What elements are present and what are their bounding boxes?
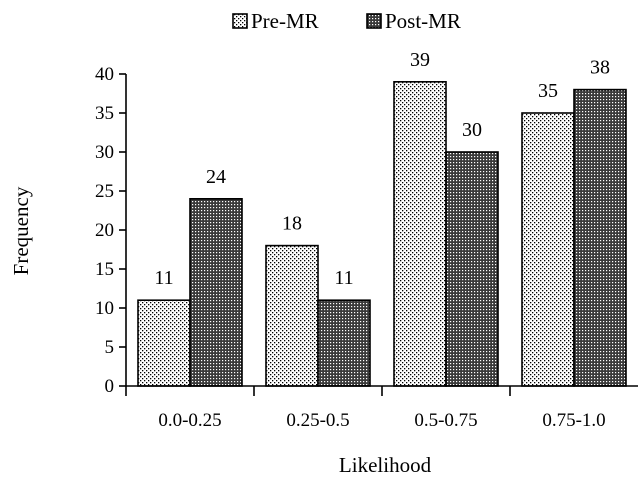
y-tick-label-20: 20: [95, 220, 114, 241]
data-label-post-mr-0-25-0-5: 11: [334, 267, 353, 289]
bar-post-mr-0-5-0-75: [445, 151, 499, 387]
data-label-post-mr-0-5-0-75: 30: [462, 119, 482, 141]
data-label-post-mr-0-75-1-0: 38: [590, 57, 610, 79]
bar-pre-mr-0-5-0-75: [393, 81, 447, 387]
bar-pre-mr-0-25-0-5: [265, 244, 319, 387]
legend: Pre-MR Post-MR: [232, 9, 461, 33]
data-label-pre-mr-0-5-0-75: 39: [410, 49, 430, 71]
y-tick-label-30: 30: [95, 142, 114, 163]
data-label-pre-mr-0-25-0-5: 18: [282, 213, 302, 235]
x-axis: 0.0-0.25 0.25-0.5 0.5-0.75 0.75-1.0: [126, 385, 638, 431]
legend-item-post-mr: Post-MR: [366, 9, 461, 33]
x-tick-label-0-5-0-75: 0.5-0.75: [414, 410, 477, 431]
bar-post-mr-0-75-1-0: [573, 88, 627, 387]
bars-layer: [137, 81, 627, 387]
data-labels-layer: 11 24 18 11 39 30 35 38: [154, 49, 610, 289]
y-axis-title: Frequency: [9, 186, 33, 275]
legend-swatch-pre-mr: [232, 13, 248, 29]
legend-label-pre-mr: Pre-MR: [251, 9, 319, 33]
y-tick-label-0: 0: [105, 376, 115, 397]
y-tick-label-5: 5: [105, 337, 115, 358]
x-tick-label-0-25-0-5: 0.25-0.5: [286, 410, 349, 431]
legend-item-pre-mr: Pre-MR: [232, 9, 319, 33]
y-tick-label-10: 10: [95, 298, 114, 319]
bar-post-mr-0-25-0-5: [317, 299, 371, 387]
x-tick-label-0-75-1-0: 0.75-1.0: [542, 410, 605, 431]
y-tick-label-25: 25: [95, 181, 114, 202]
bar-pre-mr-0-75-1-0: [521, 112, 575, 387]
y-tick-label-40: 40: [95, 64, 114, 85]
bar-pre-mr-0-0-0-25: [137, 299, 191, 387]
legend-label-post-mr: Post-MR: [385, 9, 461, 33]
legend-swatch-post-mr: [366, 13, 382, 29]
data-label-pre-mr-0-0-0-25: 11: [154, 267, 173, 289]
x-axis-title: Likelihood: [339, 453, 432, 477]
bar-post-mr-0-0-0-25: [189, 198, 243, 387]
y-tick-label-15: 15: [95, 259, 114, 280]
y-tick-label-35: 35: [95, 103, 114, 124]
x-tick-label-0-0-0-25: 0.0-0.25: [158, 410, 221, 431]
data-label-post-mr-0-0-0-25: 24: [206, 166, 226, 188]
y-axis: 0 5 10 15 20 25 30 35 40: [95, 64, 127, 397]
data-label-pre-mr-0-75-1-0: 35: [538, 80, 558, 102]
